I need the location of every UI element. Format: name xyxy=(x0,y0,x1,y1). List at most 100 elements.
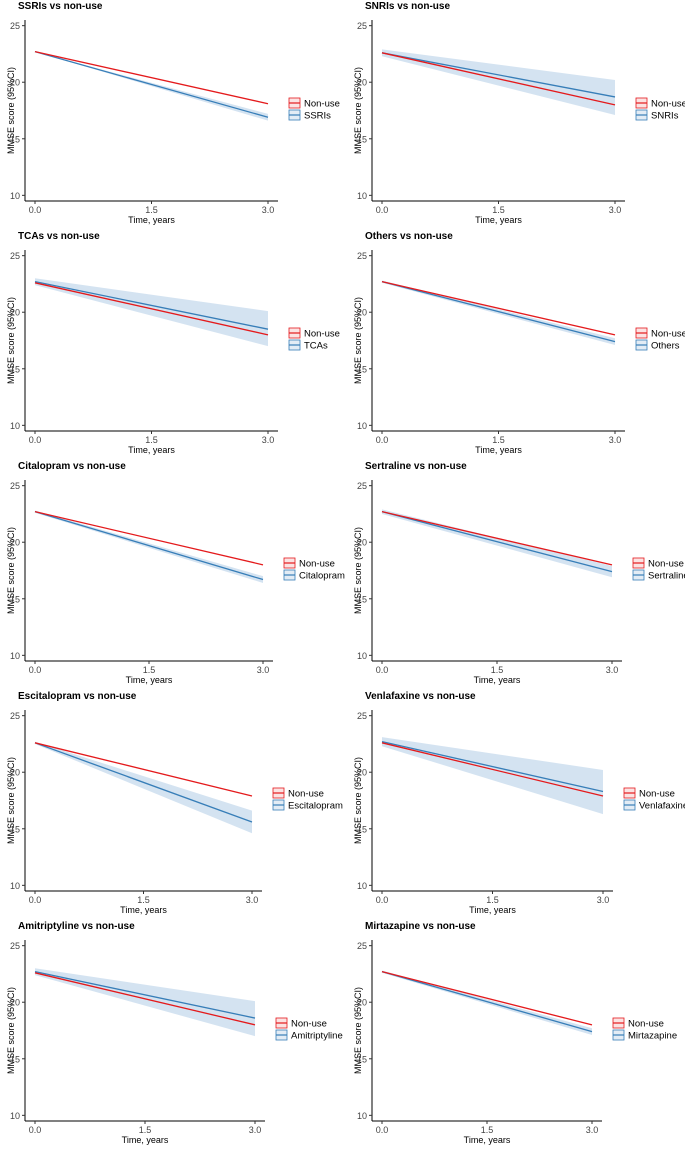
x-tick-label: 3.0 xyxy=(609,435,622,445)
legend-label: Non-use xyxy=(291,1019,327,1030)
legend-label: Venlafaxine xyxy=(639,801,685,812)
x-axis-label: Time, years xyxy=(464,1135,511,1145)
y-tick-label: 25 xyxy=(357,21,367,31)
legend-label: Non-use xyxy=(628,1019,664,1030)
x-tick-label: 0.0 xyxy=(376,205,389,215)
y-axis-label: MMSE score (95%CI) xyxy=(353,757,363,844)
y-tick-label: 15 xyxy=(10,824,20,834)
y-tick-label: 25 xyxy=(10,251,20,261)
y-tick-label: 20 xyxy=(10,768,20,778)
y-tick-label: 25 xyxy=(10,21,20,31)
x-tick-label: 0.0 xyxy=(29,1125,42,1135)
ci-band xyxy=(35,741,252,834)
chart-panel: SNRIs vs non-use 10 15 20 25 0.0 1.5 3.0 Time, y… xyxy=(353,1,685,225)
legend-label: Mirtazapine xyxy=(628,1031,677,1042)
x-tick-label: 1.5 xyxy=(491,665,504,675)
chart-panel: Sertraline vs non-use 10 15 20 25 0.0 1.5 3.0 Ti… xyxy=(353,461,685,685)
y-axis-label: MMSE score (95%CI) xyxy=(353,527,363,614)
legend-label: Non-use xyxy=(288,789,324,800)
chart-panel: Escitalopram vs non-use 10 15 20 25 0.0 1.5 3.0… xyxy=(6,691,343,915)
y-axis-label: MMSE score (95%CI) xyxy=(353,297,363,384)
x-tick-label: 0.0 xyxy=(376,665,389,675)
legend-label: Non-use xyxy=(648,559,684,570)
x-tick-label: 3.0 xyxy=(606,665,619,675)
chart-title: Mirtazapine vs non-use xyxy=(365,921,476,932)
series-line-drug xyxy=(34,51,269,118)
x-tick-label: 1.5 xyxy=(492,435,505,445)
chart-title: TCAs vs non-use xyxy=(18,231,100,242)
series-line-nonuse xyxy=(34,511,264,566)
chart-title: SNRIs vs non-use xyxy=(365,1,450,12)
x-tick-label: 1.5 xyxy=(145,435,158,445)
series-line-drug xyxy=(34,281,269,330)
y-tick-label: 15 xyxy=(357,1054,367,1064)
legend-label: Non-use xyxy=(304,99,340,110)
chart-title: Citalopram vs non-use xyxy=(18,461,126,472)
chart-title: Escitalopram vs non-use xyxy=(18,691,137,702)
series-line-drug xyxy=(34,742,253,823)
x-tick-label: 0.0 xyxy=(376,435,389,445)
y-tick-label: 20 xyxy=(357,78,367,88)
series-line-drug xyxy=(34,971,256,1019)
x-tick-label: 1.5 xyxy=(145,205,158,215)
y-tick-label: 25 xyxy=(357,481,367,491)
chart-title: Amitriptyline vs non-use xyxy=(18,921,135,932)
y-tick-label: 20 xyxy=(357,308,367,318)
y-tick-label: 15 xyxy=(10,364,20,374)
x-tick-label: 1.5 xyxy=(486,895,499,905)
y-tick-label: 10 xyxy=(357,1111,367,1121)
x-tick-label: 3.0 xyxy=(586,1125,599,1135)
y-tick-label: 10 xyxy=(357,191,367,201)
y-axis-label: MMSE score (95%CI) xyxy=(6,527,16,614)
series-line-nonuse xyxy=(34,742,253,797)
legend-label: SSRIs xyxy=(304,111,331,122)
y-tick-label: 25 xyxy=(10,481,20,491)
legend-label: Sertraline xyxy=(648,571,685,582)
chart-panel: Mirtazapine vs non-use 10 15 20 25 0.0 1.5 3.0 T… xyxy=(353,921,677,1145)
x-tick-label: 0.0 xyxy=(29,435,42,445)
chart-title: Sertraline vs non-use xyxy=(365,461,467,472)
x-tick-label: 3.0 xyxy=(249,1125,262,1135)
legend-label: TCAs xyxy=(304,341,328,352)
x-axis-label: Time, years xyxy=(128,445,175,455)
y-tick-label: 25 xyxy=(10,941,20,951)
series-line-nonuse xyxy=(381,511,613,566)
series-line-nonuse xyxy=(381,971,593,1026)
x-axis-label: Time, years xyxy=(475,215,522,225)
x-tick-label: 1.5 xyxy=(139,1125,152,1135)
x-axis-label: Time, years xyxy=(474,675,521,685)
series-line-drug xyxy=(381,741,604,793)
y-axis-label: MMSE score (95%CI) xyxy=(353,67,363,154)
chart-panel: SSRIs vs non-use 10 15 20 25 0.0 1.5 3.0 Time, y… xyxy=(6,1,340,225)
legend-label: Non-use xyxy=(304,329,340,340)
chart-panel: Others vs non-use 10 15 20 25 0.0 1.5 3.0 Time, … xyxy=(353,231,685,455)
x-tick-label: 0.0 xyxy=(29,665,42,675)
legend-label: Escitalopram xyxy=(288,801,343,812)
x-tick-label: 3.0 xyxy=(246,895,259,905)
y-tick-label: 10 xyxy=(10,881,20,891)
y-tick-label: 10 xyxy=(357,881,367,891)
legend-label: Others xyxy=(651,341,680,352)
chart-title: SSRIs vs non-use xyxy=(18,1,103,12)
series-line-drug xyxy=(381,511,613,573)
chart-panel: TCAs vs non-use 10 15 20 25 0.0 1.5 3.0 Time, ye… xyxy=(6,231,340,455)
series-line-nonuse xyxy=(381,742,604,797)
series-line-nonuse xyxy=(381,281,616,336)
x-tick-label: 3.0 xyxy=(262,205,275,215)
x-tick-label: 1.5 xyxy=(137,895,150,905)
y-tick-label: 20 xyxy=(357,998,367,1008)
x-tick-label: 0.0 xyxy=(376,1125,389,1135)
y-tick-label: 20 xyxy=(10,308,20,318)
y-tick-label: 15 xyxy=(10,1054,20,1064)
x-tick-label: 3.0 xyxy=(257,665,270,675)
legend-label: Non-use xyxy=(651,329,685,340)
y-tick-label: 25 xyxy=(357,711,367,721)
y-tick-label: 20 xyxy=(10,78,20,88)
